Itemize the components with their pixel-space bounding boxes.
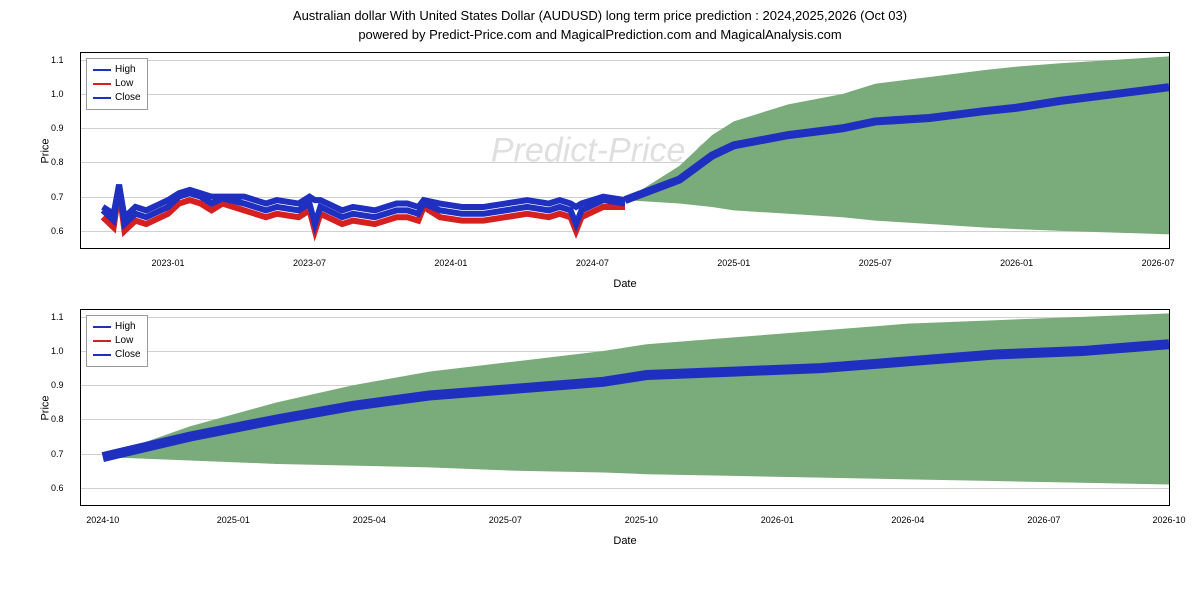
xlabel-top: Date: [613, 278, 636, 290]
forecast-band: [625, 56, 1169, 234]
ytick-label: 0.8: [51, 157, 64, 167]
legend-item: Low: [93, 334, 141, 348]
chart-top: HighLowClose Predict-Price.com Price Dat…: [80, 52, 1170, 249]
legend-bottom: HighLowClose: [86, 315, 148, 367]
xtick-label: 2026-07: [1027, 515, 1060, 525]
ytick-label: 0.9: [51, 123, 64, 133]
forecast-band: [103, 313, 1169, 484]
legend-label: Low: [115, 77, 133, 91]
ylabel-bottom: Price: [40, 395, 52, 420]
legend-item: High: [93, 320, 141, 334]
legend-top: HighLowClose: [86, 58, 148, 110]
xtick-label: 2026-04: [891, 515, 924, 525]
ytick-label: 1.0: [51, 89, 64, 99]
ytick-label: 0.8: [51, 414, 64, 424]
ytick-label: 0.7: [51, 449, 64, 459]
legend-label: Low: [115, 334, 133, 348]
xtick-label: 2026-07: [1142, 258, 1175, 268]
ytick-label: 0.7: [51, 192, 64, 202]
ylabel-top: Price: [40, 138, 52, 163]
legend-swatch: [93, 97, 111, 99]
legend-item: Close: [93, 348, 141, 362]
chart-bottom: HighLowClose Predict-Price.com Price Dat…: [80, 309, 1170, 506]
plot-top: [81, 53, 1169, 248]
ytick-label: 0.9: [51, 380, 64, 390]
xtick-label: 2026-01: [1000, 258, 1033, 268]
xtick-label: 2025-07: [859, 258, 892, 268]
main-title: Australian dollar With United States Dol…: [0, 0, 1200, 23]
ytick-label: 0.6: [51, 226, 64, 236]
ytick-label: 0.6: [51, 483, 64, 493]
xtick-label: 2024-07: [576, 258, 609, 268]
legend-swatch: [93, 69, 111, 71]
legend-swatch: [93, 326, 111, 328]
legend-label: Close: [115, 348, 141, 362]
xtick-label: 2025-01: [217, 515, 250, 525]
xtick-label: 2024-01: [434, 258, 467, 268]
legend-swatch: [93, 83, 111, 85]
sub-title: powered by Predict-Price.com and Magical…: [0, 23, 1200, 42]
xtick-label: 2026-01: [761, 515, 794, 525]
xtick-label: 2026-10: [1152, 515, 1185, 525]
legend-swatch: [93, 340, 111, 342]
ytick-label: 1.1: [51, 55, 64, 65]
legend-item: High: [93, 63, 141, 77]
ytick-label: 1.0: [51, 346, 64, 356]
xtick-label: 2025-01: [717, 258, 750, 268]
xlabel-bottom: Date: [613, 535, 636, 547]
xtick-label: 2025-04: [353, 515, 386, 525]
xtick-label: 2024-10: [86, 515, 119, 525]
legend-item: Low: [93, 77, 141, 91]
ytick-label: 1.1: [51, 312, 64, 322]
xtick-label: 2025-07: [489, 515, 522, 525]
legend-label: High: [115, 63, 136, 77]
xtick-label: 2023-01: [152, 258, 185, 268]
plot-bottom: [81, 310, 1169, 505]
xtick-label: 2023-07: [293, 258, 326, 268]
legend-item: Close: [93, 91, 141, 105]
legend-swatch: [93, 354, 111, 356]
legend-label: High: [115, 320, 136, 334]
xtick-label: 2025-10: [625, 515, 658, 525]
legend-label: Close: [115, 91, 141, 105]
chart-container: Australian dollar With United States Dol…: [0, 0, 1200, 600]
